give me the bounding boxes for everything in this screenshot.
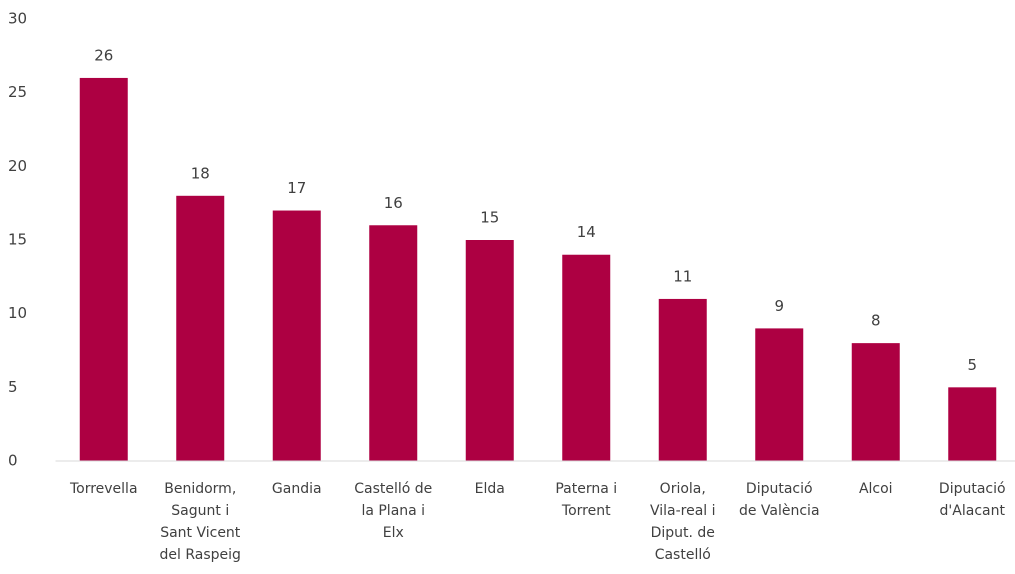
y-tick-label: 5 (8, 378, 18, 396)
x-tick-label: Oriola, (660, 481, 706, 497)
x-tick-label: Torrevella (69, 481, 138, 497)
x-tick-label: Sagunt i (171, 503, 229, 519)
data-label: 18 (191, 164, 210, 182)
bar (369, 225, 418, 461)
x-tick-label: Castelló de (354, 481, 432, 497)
data-label: 9 (774, 297, 784, 315)
x-tick-label: Castelló (655, 547, 711, 563)
bar (851, 343, 900, 461)
y-tick-label: 30 (8, 10, 27, 28)
y-tick-label: 0 (8, 452, 18, 470)
x-tick-label: Alcoi (859, 481, 893, 497)
data-label: 17 (287, 179, 306, 197)
x-tick-label: Elda (475, 481, 505, 497)
bar (562, 254, 611, 461)
data-label: 8 (871, 312, 881, 330)
bar (948, 387, 997, 461)
bar (176, 195, 225, 462)
y-tick-label: 25 (8, 83, 27, 101)
x-tick-label: d'Alacant (940, 503, 1006, 519)
x-tick-label: del Raspeig (160, 547, 241, 563)
data-label: 11 (673, 267, 692, 285)
x-tick-label: Gandia (272, 481, 322, 497)
bar (465, 240, 514, 461)
x-tick-label: Diput. de (651, 525, 715, 541)
x-tick-label: Torrent (561, 503, 611, 519)
data-label: 16 (384, 194, 403, 212)
bar (272, 210, 321, 461)
data-label: 14 (577, 223, 596, 241)
x-tick-label: Diputació (939, 481, 1006, 497)
x-tick-label: Diputació (746, 481, 813, 497)
data-label: 5 (967, 356, 977, 374)
x-tick-label: Benidorm, (164, 481, 236, 497)
y-tick-label: 20 (8, 157, 27, 175)
y-tick-label: 10 (8, 304, 27, 322)
x-tick-label: Sant Vicent (160, 525, 241, 541)
x-tick-label: de València (739, 503, 820, 519)
bar (755, 328, 804, 461)
bar (658, 298, 707, 461)
y-tick-label: 15 (8, 231, 27, 249)
bar (79, 77, 128, 461)
x-tick-label: Elx (383, 525, 404, 541)
data-label: 26 (94, 46, 113, 64)
data-label: 15 (480, 209, 499, 227)
x-tick-label: Paterna i (555, 481, 617, 497)
x-tick-label: Vila-real i (650, 503, 716, 519)
x-tick-label: la Plana i (361, 503, 425, 519)
